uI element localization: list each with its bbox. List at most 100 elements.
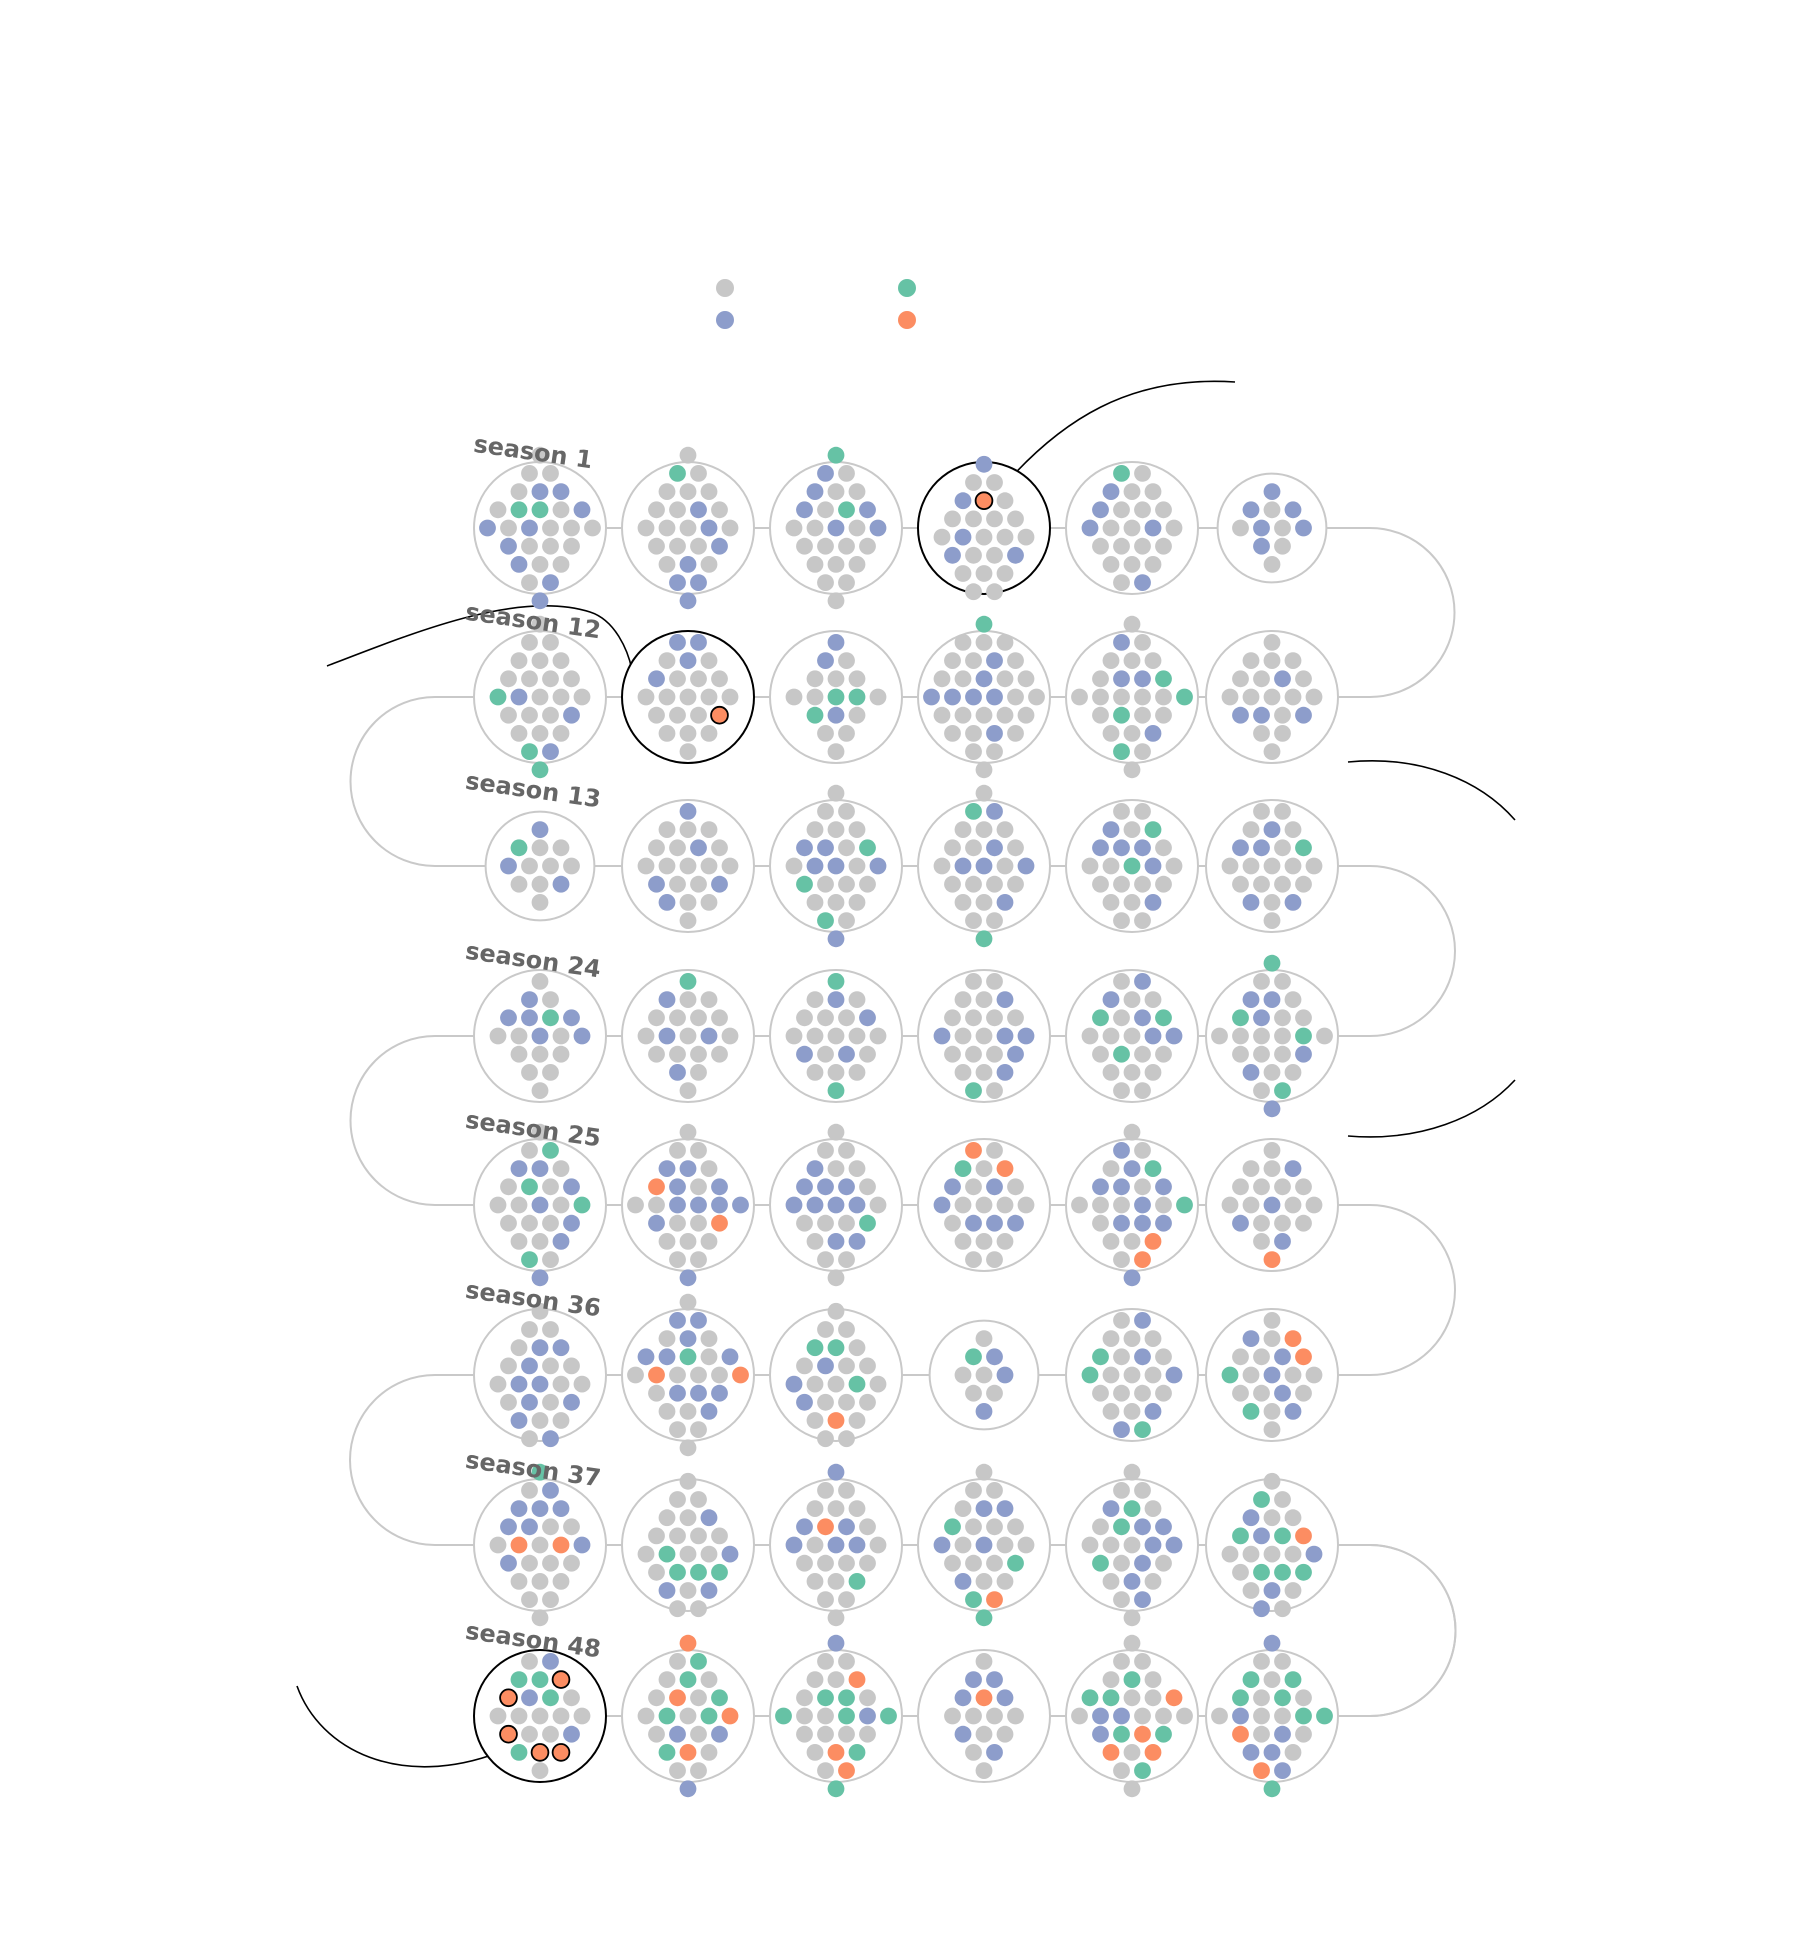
- dot-green: [531, 761, 549, 779]
- dot-gray: [1232, 1027, 1249, 1045]
- dot-gray: [975, 1233, 993, 1250]
- dot-green: [510, 501, 528, 519]
- dot-gray: [1123, 1027, 1141, 1045]
- dot-blue: [1092, 1178, 1109, 1196]
- dot-gray: [827, 1064, 845, 1081]
- dot-blue: [679, 1330, 697, 1347]
- dot-gray: [563, 1689, 580, 1707]
- dot-green: [1232, 1689, 1249, 1707]
- dot-blue: [996, 1064, 1014, 1081]
- dot-gray: [796, 537, 813, 555]
- dot-gray: [954, 1366, 972, 1384]
- dot-gray: [521, 574, 538, 591]
- dot-gray: [817, 574, 834, 591]
- dot-gray: [552, 1573, 570, 1590]
- dot-gray: [869, 1196, 887, 1214]
- dot-green: [510, 839, 528, 857]
- episode-cluster: [621, 1293, 755, 1457]
- dot-green: [1113, 1045, 1130, 1063]
- dot-blue: [563, 1178, 580, 1196]
- dot-blue: [690, 1196, 707, 1214]
- dot-blue: [796, 1393, 813, 1411]
- dot-gray: [648, 1009, 665, 1027]
- dot-blue: [679, 556, 697, 573]
- dot-gray: [859, 1393, 876, 1411]
- dot-gray: [1113, 501, 1130, 519]
- dot-blue: [1134, 1591, 1151, 1608]
- dot-green: [827, 1339, 845, 1357]
- dot-gray: [1274, 1009, 1291, 1027]
- dot-blue: [521, 1393, 538, 1411]
- dot-gray: [531, 1082, 549, 1099]
- dot-gray: [965, 474, 982, 491]
- dot-gray: [1102, 857, 1120, 875]
- dot-gray: [965, 725, 982, 742]
- dot-gray: [1253, 1348, 1270, 1366]
- dot-gray: [563, 1518, 580, 1536]
- dot-gray: [965, 1744, 982, 1761]
- dot-blue: [669, 634, 686, 651]
- dot-gray: [531, 894, 549, 911]
- dot-blue: [1295, 706, 1312, 724]
- dot-gray: [1123, 725, 1141, 742]
- dot-gray: [1155, 1045, 1172, 1063]
- dot-gray: [1102, 556, 1120, 573]
- dot-gray: [986, 583, 1003, 601]
- dot-blue: [1263, 1366, 1281, 1384]
- dot-gray: [1007, 688, 1024, 706]
- dot-gray: [827, 894, 845, 911]
- dot-gray: [806, 894, 824, 911]
- episode-cluster: [917, 1463, 1051, 1627]
- dot-gray: [827, 556, 845, 573]
- dot-gray: [521, 857, 538, 875]
- dot-blue: [1092, 501, 1109, 519]
- dot-green: [669, 465, 686, 482]
- dot-gray: [1113, 1384, 1130, 1402]
- dot-blue: [806, 1196, 824, 1214]
- dot-gray: [700, 1671, 718, 1688]
- dot-orange: [551, 1743, 571, 1762]
- dot-blue: [679, 803, 697, 820]
- dot-gray: [785, 519, 803, 537]
- dot-gray: [1242, 821, 1260, 838]
- dot-gray: [838, 1653, 855, 1670]
- dot-gray: [1263, 688, 1281, 706]
- dot-gray: [1263, 556, 1281, 573]
- dot-green: [838, 501, 855, 519]
- dot-blue: [500, 1518, 517, 1536]
- dot-blue: [637, 1348, 655, 1366]
- dot-green: [848, 1375, 866, 1393]
- dot-gray: [1263, 634, 1281, 651]
- dot-blue: [986, 1671, 1003, 1688]
- dot-gray: [1305, 857, 1323, 875]
- dot-gray: [711, 501, 728, 519]
- episode-cluster: [621, 1123, 755, 1287]
- dot-blue: [1274, 1384, 1291, 1402]
- episode-cluster: [769, 1123, 903, 1287]
- episode-cluster: [1065, 1308, 1199, 1442]
- dot-green: [510, 1744, 528, 1761]
- dot-gray: [658, 652, 676, 669]
- dot-gray: [658, 1509, 676, 1527]
- dot-green: [542, 1009, 559, 1027]
- episode-cluster: [1065, 461, 1199, 595]
- dot-gray: [1081, 1536, 1099, 1554]
- dot-gray: [817, 1591, 834, 1608]
- dot-gray: [1274, 519, 1291, 537]
- dot-gray: [975, 1463, 993, 1481]
- dot-gray: [1092, 688, 1109, 706]
- dot-gray: [721, 519, 739, 537]
- episode-cluster: [1205, 954, 1339, 1118]
- dot-blue: [531, 483, 549, 500]
- dot-blue: [521, 1357, 538, 1375]
- dot-gray: [637, 1027, 655, 1045]
- dot-blue: [1274, 1233, 1291, 1250]
- dot-blue: [996, 1027, 1014, 1045]
- dot-gray: [838, 1482, 855, 1499]
- dot-green: [700, 1707, 718, 1725]
- episode-cluster: [1205, 1138, 1339, 1272]
- dot-gray: [669, 1600, 686, 1618]
- dot-gray: [1144, 556, 1162, 573]
- dot-blue: [531, 1375, 549, 1393]
- dot-orange: [838, 1762, 855, 1779]
